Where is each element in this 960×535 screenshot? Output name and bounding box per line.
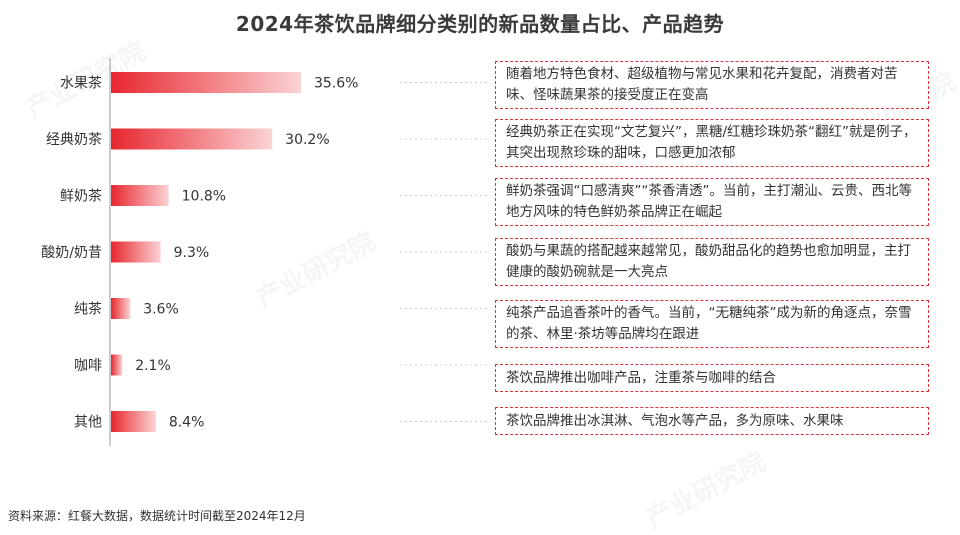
value-label: 35.6% [314, 76, 358, 92]
value-label: 2.1% [135, 358, 171, 374]
value-label: 9.3% [174, 245, 210, 261]
trend-note: 茶饮品牌推出咖啡产品，注重茶与咖啡的结合 [495, 364, 929, 392]
trend-note-text: 纯茶产品追香茶叶的香气。当前，“无糖纯茶”成为新的角逐点，奈雪的茶、林里·茶坊等… [506, 305, 912, 342]
trend-note-text: 茶饮品牌推出咖啡产品，注重茶与咖啡的结合 [506, 369, 776, 386]
trend-note-text: 酸奶与果蔬的搭配越来越常见，酸奶甜品化的趋势也愈加明显，主打健康的酸奶碗就是一大… [506, 243, 911, 280]
value-label: 8.4% [169, 415, 205, 431]
bar [111, 72, 301, 93]
trend-note-text: 茶饮品牌推出冰淇淋、气泡水等产品，多为原味、水果味 [506, 412, 844, 429]
category-label: 其他 [74, 415, 102, 431]
trend-note: 纯茶产品追香茶叶的香气。当前，“无糖纯茶”成为新的角逐点，奈雪的茶、林里·茶坊等… [495, 300, 929, 348]
source-note: 资料来源：红餐大数据，数据统计时间截至2024年12月 [8, 509, 306, 523]
value-label: 3.6% [143, 302, 179, 318]
category-label: 水果茶 [60, 76, 102, 92]
bar [111, 128, 273, 150]
value-label: 30.2% [285, 132, 329, 148]
bar [111, 185, 169, 206]
trend-note: 经典奶茶正在实现“文艺复兴”，黑糖/红糖珍珠奶茶“翻红”就是例子，其突出现熬珍珠… [495, 119, 929, 167]
trend-note-text: 鲜奶茶强调“口感清爽”“茶香清透”。当前，主打潮汕、云贵、西北等地方风味的特色鲜… [506, 183, 912, 220]
trend-note: 酸奶与果蔬的搭配越来越常见，酸奶甜品化的趋势也愈加明显，主打健康的酸奶碗就是一大… [495, 238, 929, 286]
bar [111, 298, 131, 319]
trend-note: 随着地方特色食材、超级植物与常见水果和花卉复配，消费者对苦味、怪味蔬果茶的接受度… [495, 61, 929, 109]
trend-note: 茶饮品牌推出冰淇淋、气泡水等产品，多为原味、水果味 [495, 407, 929, 435]
category-label: 经典奶茶 [46, 132, 102, 148]
trend-note-text: 经典奶茶正在实现“文艺复兴”，黑糖/红糖珍珠奶茶“翻红”就是例子，其突出现熬珍珠… [506, 124, 917, 161]
bar [111, 354, 123, 376]
chart-title: 2024年茶饮品牌细分类别的新品数量占比、产品趋势 [235, 12, 725, 36]
value-label: 10.8% [182, 189, 226, 205]
category-label: 酸奶/奶昔 [41, 245, 102, 261]
category-label: 咖啡 [74, 358, 102, 374]
category-label: 纯茶 [74, 302, 102, 318]
bar [111, 411, 156, 432]
category-label: 鲜奶茶 [60, 189, 102, 205]
trend-note: 鲜奶茶强调“口感清爽”“茶香清透”。当前，主打潮汕、云贵、西北等地方风味的特色鲜… [495, 178, 929, 226]
trend-note-text: 随着地方特色食材、超级植物与常见水果和花卉复配，消费者对苦味、怪味蔬果茶的接受度… [506, 66, 898, 103]
bar [111, 241, 161, 263]
